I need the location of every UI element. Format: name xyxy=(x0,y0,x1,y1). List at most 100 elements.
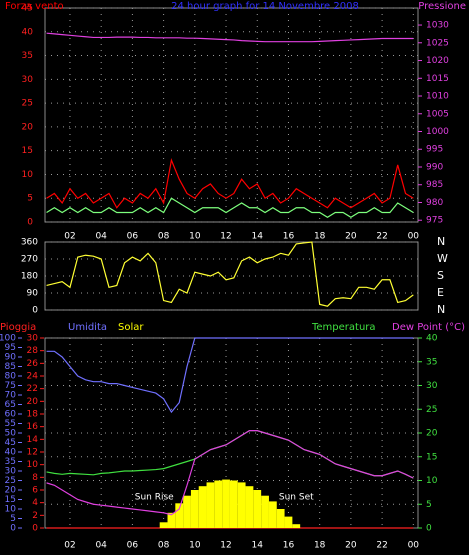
y-tick-label: S xyxy=(437,269,444,282)
y-tick-label: 90 xyxy=(5,353,17,363)
x-tick-label: 06 xyxy=(127,232,139,242)
y-tick-label: 20 xyxy=(27,397,39,407)
y-tick-label: 1020 xyxy=(426,56,449,66)
solar-bar xyxy=(190,490,199,528)
series-line xyxy=(46,430,414,516)
y-tick-label: W xyxy=(437,252,448,265)
y-tick-label: 80 xyxy=(5,372,17,382)
solar-bar xyxy=(167,512,176,528)
solar-bar xyxy=(261,495,269,528)
series-line xyxy=(46,241,414,307)
solar-bar xyxy=(229,480,238,528)
legend-label: Forza vento xyxy=(5,1,64,12)
y-tick-label: 180 xyxy=(21,272,38,282)
y-tick-label: 10 xyxy=(426,476,438,486)
x-tick-label: 08 xyxy=(158,541,170,551)
solar-bar xyxy=(214,480,223,528)
y-tick-label: 980 xyxy=(426,198,443,208)
y-tick-label: 50 xyxy=(5,429,17,439)
y-tick-label: 0 xyxy=(426,524,432,534)
x-tick-label: 00 xyxy=(408,541,420,551)
legend-label: Pioggia xyxy=(0,322,36,333)
y-tick-label: 35 xyxy=(5,457,16,467)
y-tick-label: 18 xyxy=(27,410,39,420)
y-tick-label: 30 xyxy=(5,467,17,477)
y-tick-label: 360 xyxy=(21,238,38,248)
solar-bar xyxy=(268,501,277,528)
y-tick-label: 10 xyxy=(5,505,17,515)
legend-label: Temperatura xyxy=(311,322,376,333)
y-tick-label: 25 xyxy=(22,99,33,109)
y-tick-label: 60 xyxy=(5,410,17,420)
legend-label: Pressione xyxy=(418,1,466,12)
legend-label: Solar xyxy=(118,322,144,333)
series-line xyxy=(46,32,414,43)
y-tick-label: 26 xyxy=(27,359,39,369)
y-tick-label: 20 xyxy=(5,486,17,496)
legend-label: Dew Point (°C) xyxy=(392,322,465,333)
y-tick-label: 30 xyxy=(22,75,34,85)
y-tick-label: 12 xyxy=(27,448,38,458)
x-tick-label: 22 xyxy=(376,541,387,551)
x-tick-label: 18 xyxy=(314,541,326,551)
y-tick-label: 65 xyxy=(5,400,16,410)
x-tick-label: 12 xyxy=(220,541,231,551)
y-tick-label: 1005 xyxy=(426,109,449,119)
y-tick-label: 14 xyxy=(27,435,39,445)
y-tick-label: 20 xyxy=(22,122,34,132)
solar-bar xyxy=(222,479,230,528)
annotation: Sun Set xyxy=(279,493,314,503)
y-tick-label: 1010 xyxy=(426,92,449,102)
y-tick-label: 100 xyxy=(0,334,16,344)
solar-bar xyxy=(175,503,184,528)
y-tick-label: 30 xyxy=(27,334,39,344)
y-tick-label: 995 xyxy=(426,145,443,155)
x-tick-label: 04 xyxy=(95,232,107,242)
y-tick-label: 55 xyxy=(5,419,16,429)
x-tick-label: 20 xyxy=(345,232,357,242)
solar-bar xyxy=(198,486,207,528)
x-tick-label: 22 xyxy=(376,232,387,242)
y-tick-label: 0 xyxy=(10,524,16,534)
x-tick-label: 00 xyxy=(408,232,420,242)
y-tick-label: 40 xyxy=(426,334,438,344)
y-tick-label: 6 xyxy=(32,486,38,496)
y-tick-label: 10 xyxy=(27,460,39,470)
x-tick-label: 14 xyxy=(252,541,264,551)
y-tick-label: 5 xyxy=(27,194,33,204)
x-tick-label: 20 xyxy=(345,541,357,551)
solar-bar xyxy=(276,509,285,528)
y-tick-label: 8 xyxy=(32,473,38,483)
legend-label: Umidita xyxy=(68,322,107,333)
x-tick-label: 02 xyxy=(64,232,75,242)
y-tick-label: 975 xyxy=(426,216,443,226)
x-tick-label: 06 xyxy=(127,541,139,551)
y-tick-label: N xyxy=(437,235,445,248)
y-tick-label: 90 xyxy=(27,289,39,299)
y-tick-label: 35 xyxy=(426,357,437,367)
solar-bar xyxy=(284,516,293,528)
x-tick-label: 10 xyxy=(189,232,201,242)
y-tick-label: 45 xyxy=(22,4,33,14)
x-tick-label: 16 xyxy=(283,541,295,551)
y-tick-label: 15 xyxy=(426,452,437,462)
y-tick-label: E xyxy=(437,286,444,299)
series-line xyxy=(46,197,414,218)
solar-bar xyxy=(183,495,191,528)
y-tick-label: 1015 xyxy=(426,74,449,84)
y-tick-label: 40 xyxy=(22,27,34,37)
y-tick-label: 24 xyxy=(27,372,39,382)
y-tick-label: 16 xyxy=(27,422,39,432)
x-tick-label: 16 xyxy=(283,232,295,242)
y-tick-label: N xyxy=(437,303,445,316)
y-tick-label: 22 xyxy=(27,384,38,394)
solar-bar xyxy=(206,482,215,528)
x-tick-label: 12 xyxy=(220,232,231,242)
y-tick-label: 20 xyxy=(426,429,438,439)
solar-bar xyxy=(253,490,262,528)
y-tick-label: 35 xyxy=(22,51,33,61)
y-tick-label: 70 xyxy=(5,391,17,401)
y-tick-label: 5 xyxy=(10,514,16,524)
x-tick-label: 10 xyxy=(189,541,201,551)
